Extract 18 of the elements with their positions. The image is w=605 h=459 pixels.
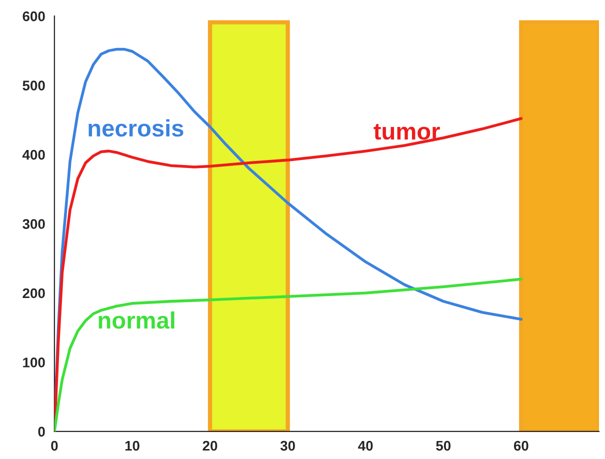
y-tick-label: 200	[22, 288, 45, 298]
y-tick-label: 400	[22, 150, 45, 160]
series-label: necrosis	[88, 119, 184, 137]
y-tick-label: 0	[38, 426, 45, 437]
x-tick-label: 30	[280, 440, 295, 451]
line-series	[54, 278, 523, 432]
x-tick-label: 50	[436, 440, 451, 451]
series-label: normal	[98, 311, 174, 329]
x-tick-label: 40	[358, 440, 373, 451]
y-tick-label: 600	[22, 11, 45, 22]
x-tick-label: 0	[51, 440, 58, 451]
x-tick-label: 10	[125, 440, 140, 451]
x-tick-label: 20	[202, 440, 218, 451]
x-tick-label: 60	[514, 440, 528, 451]
series-label: tumor	[374, 124, 440, 140]
y-tick-label: 500	[22, 80, 45, 90]
y-tick-label: 100	[23, 358, 45, 368]
y-tick-label: 300	[22, 219, 45, 229]
